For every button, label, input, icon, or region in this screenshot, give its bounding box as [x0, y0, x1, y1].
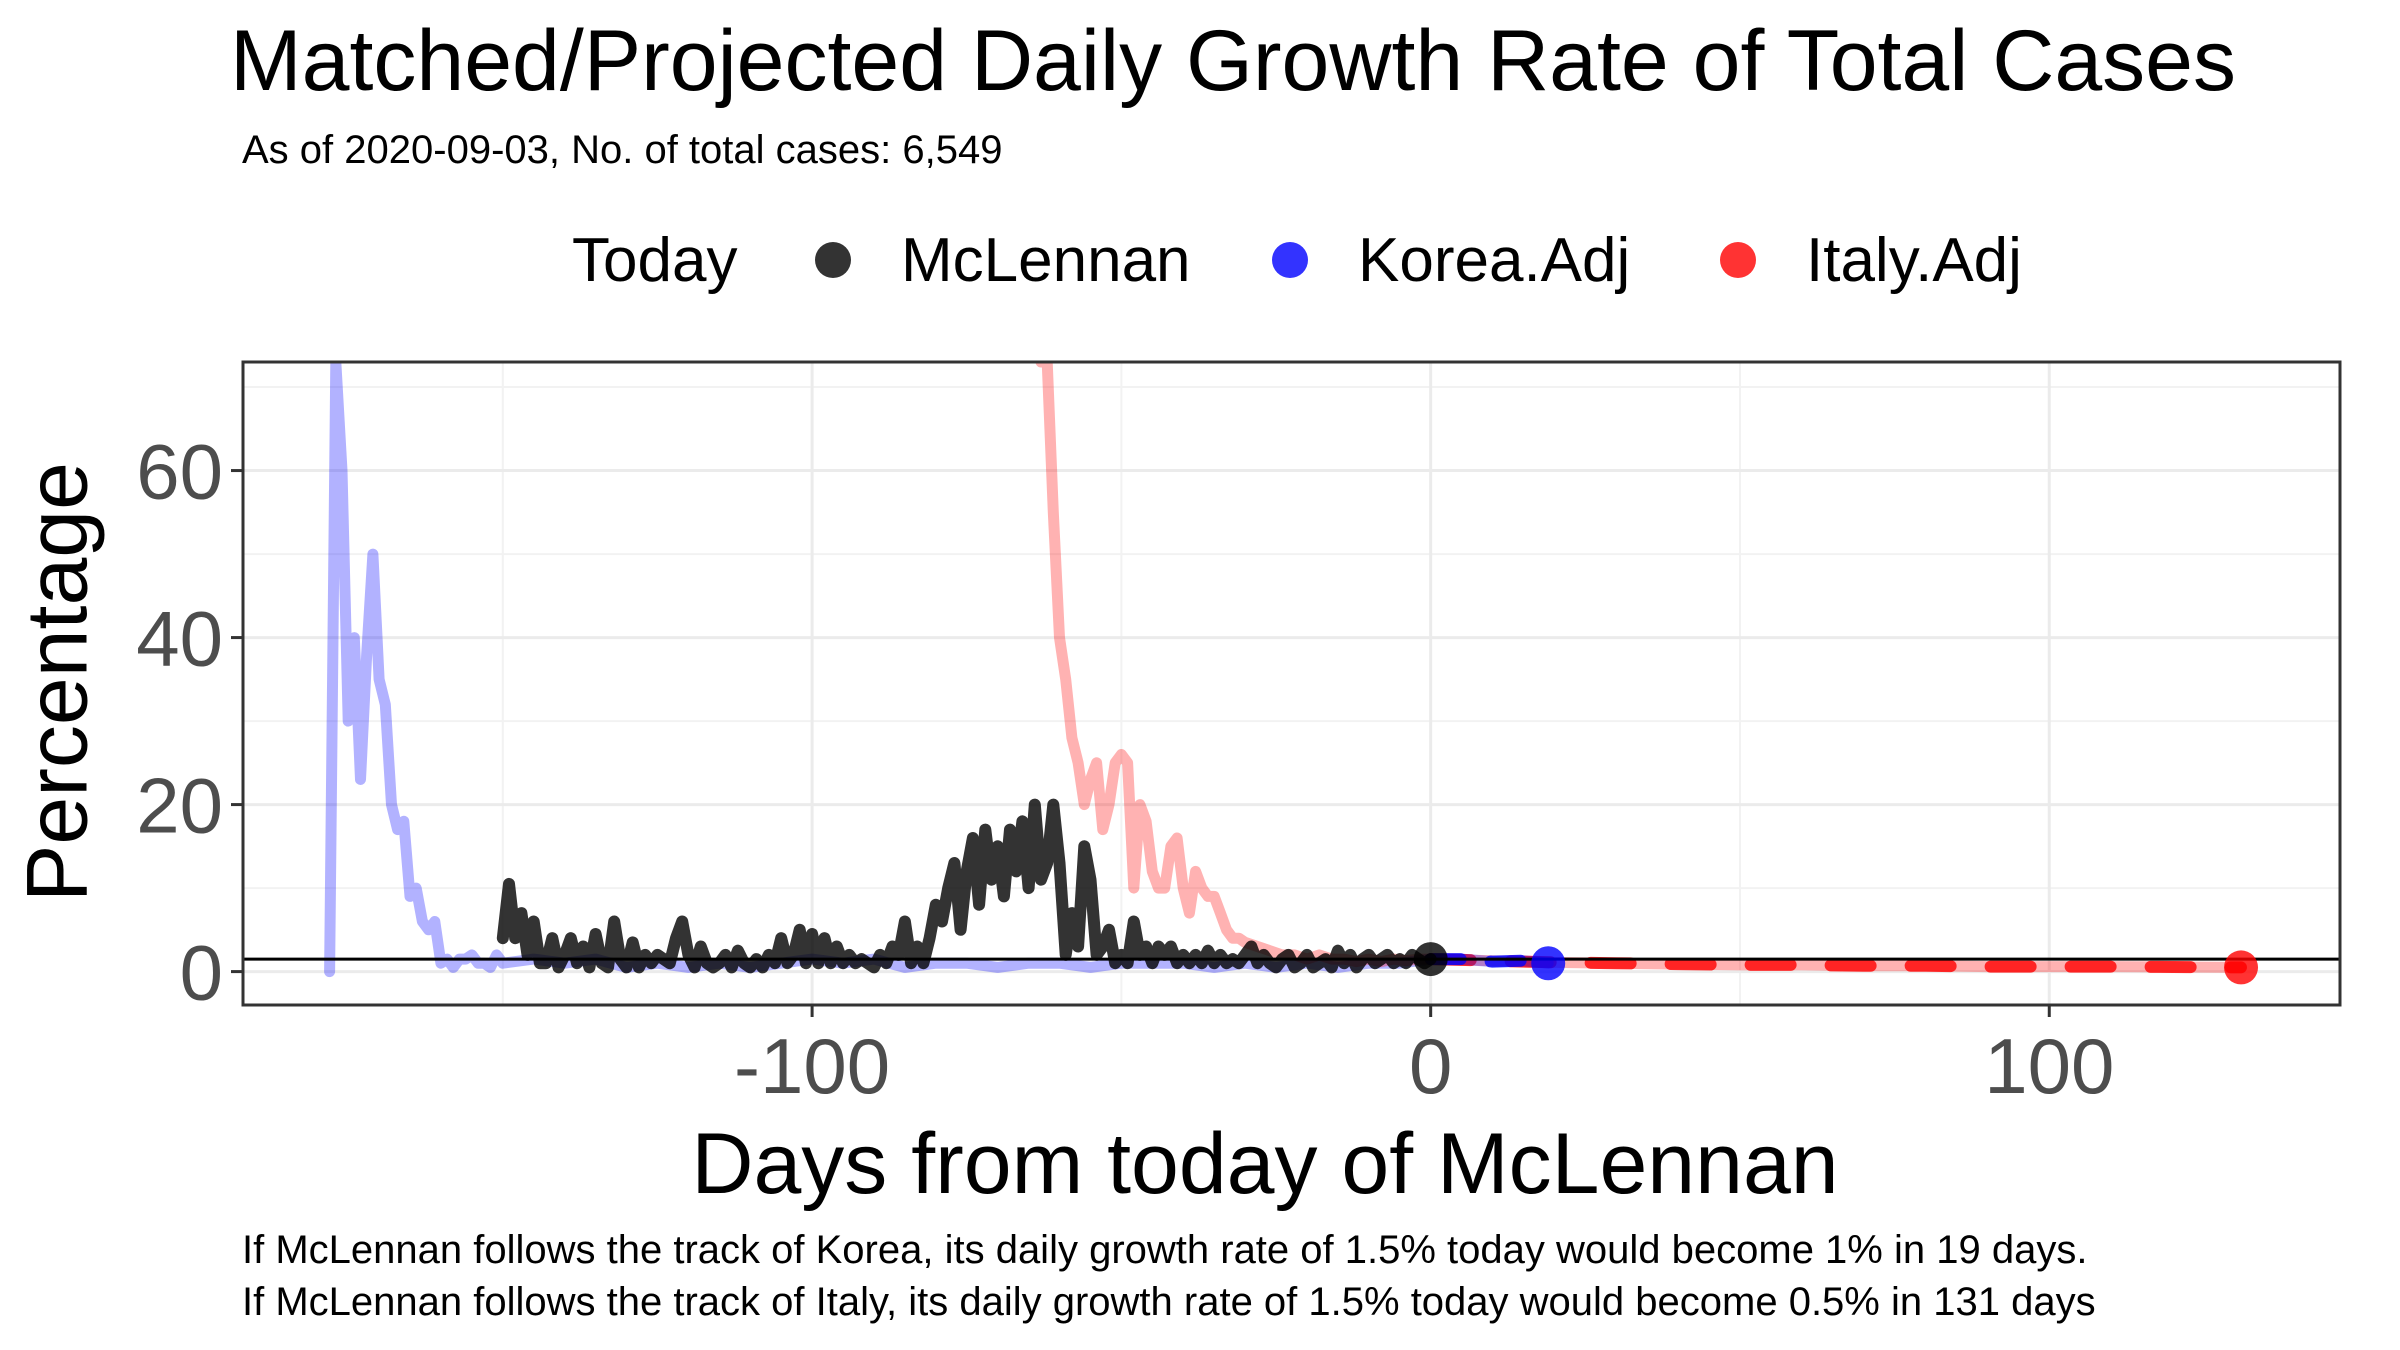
marker-italy-adj	[2224, 950, 2259, 985]
y-tick-label: 60	[136, 428, 223, 516]
legend-item-italy: Italy.Adj	[1720, 225, 2022, 295]
x-tick-label: -100	[734, 1022, 890, 1110]
y-tick-label: 0	[180, 929, 223, 1017]
caption-italy: If McLennan follows the track of Italy, …	[242, 1280, 2096, 1324]
legend-item-mclennan: McLennan	[815, 225, 1191, 295]
legend-item-korea: Korea.Adj	[1272, 225, 1630, 295]
legend-dot-korea	[1272, 242, 1308, 278]
panel-border	[241, 360, 2342, 1007]
chart-title: Matched/Projected Daily Growth Rate of T…	[230, 13, 2237, 109]
marker-korea-adj	[1531, 946, 1566, 981]
legend-title: Today	[572, 226, 738, 295]
x-axis-title: Days from today of McLennan	[691, 1116, 1839, 1212]
x-tick-label: 0	[1409, 1022, 1452, 1110]
legend-label-italy: Italy.Adj	[1806, 225, 2022, 295]
legend-dot-mclennan	[815, 242, 851, 278]
panel-background	[243, 362, 2340, 1005]
series-line-mclennan	[496, 798, 1437, 974]
y-tick-label: 20	[136, 762, 223, 850]
legend: Today McLennan Korea.Adj Italy.Adj	[0, 215, 2400, 305]
legend-label-korea: Korea.Adj	[1358, 225, 1631, 295]
chart-subtitle: As of 2020-09-03, No. of total cases: 6,…	[242, 128, 1003, 172]
legend-dot-italy	[1720, 242, 1756, 278]
y-tick-label: 40	[136, 595, 223, 683]
marker-mclennan	[1413, 942, 1448, 977]
legend-label-mclennan: McLennan	[901, 225, 1191, 295]
caption-korea: If McLennan follows the track of Korea, …	[242, 1228, 2088, 1272]
series-line-italy-projected	[1424, 953, 2247, 974]
y-axis-title: Percentage	[9, 462, 106, 902]
x-tick-label: 100	[1984, 1022, 2114, 1110]
